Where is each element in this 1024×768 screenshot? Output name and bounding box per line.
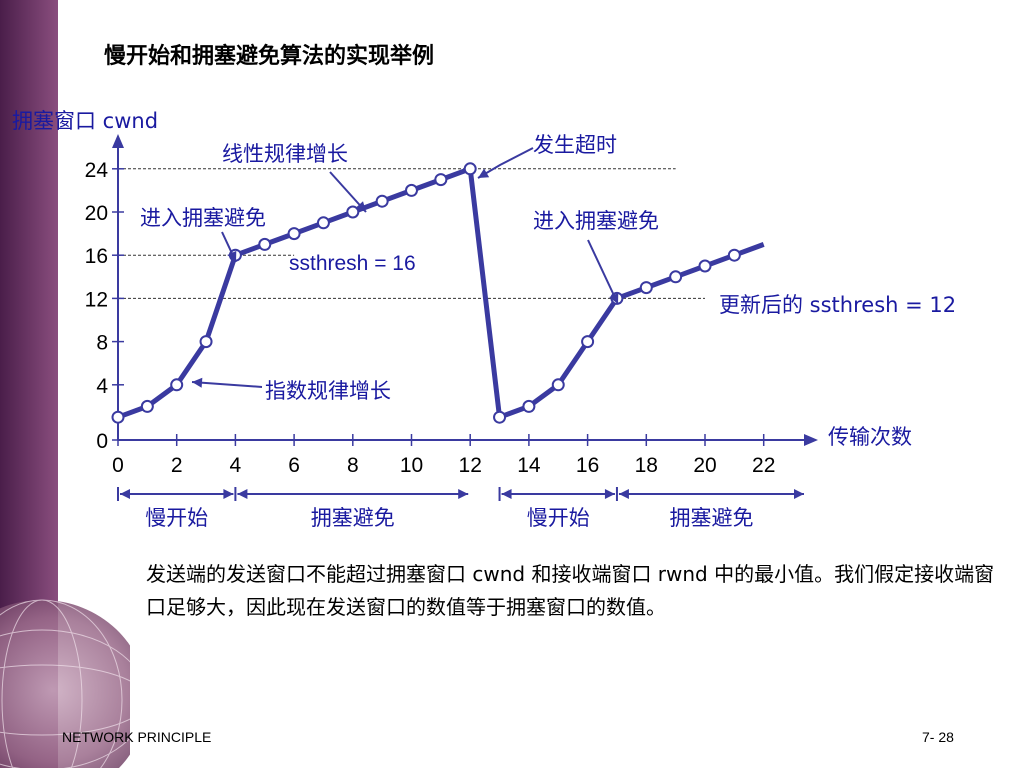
x-tick-label: 10 xyxy=(400,454,423,477)
annotation-pointer-head xyxy=(355,201,366,212)
data-point xyxy=(463,162,477,176)
decorative-sphere xyxy=(0,0,130,768)
x-tick-label: 22 xyxy=(752,454,775,477)
data-point xyxy=(493,410,507,424)
data-point xyxy=(405,183,418,197)
data-point xyxy=(316,216,330,230)
phase-label: 拥塞避免 xyxy=(311,506,395,530)
data-point xyxy=(551,378,565,392)
y-tick-label: 24 xyxy=(85,159,109,182)
annotation-ssthresh-16: ssthresh = 16 xyxy=(289,252,416,275)
data-point xyxy=(669,270,683,284)
phase-label: 慢开始 xyxy=(145,506,208,530)
annotation-enter-ca-1: 进入拥塞避免 xyxy=(140,206,266,230)
data-point xyxy=(170,378,184,392)
y-axis-label: 拥塞窗口 cwnd xyxy=(12,109,158,133)
annotation-pointer-head xyxy=(227,250,237,262)
data-point xyxy=(375,194,389,208)
data-point xyxy=(111,410,125,424)
data-point xyxy=(522,399,536,413)
phase-label: 慢开始 xyxy=(527,506,590,530)
annotation-ssthresh-12: 更新后的 ssthresh = 12 xyxy=(719,293,956,317)
x-tick-label: 6 xyxy=(288,454,300,477)
data-point xyxy=(434,173,448,187)
data-point xyxy=(639,281,653,295)
x-tick-label: 8 xyxy=(347,454,359,477)
x-tick-label: 4 xyxy=(230,454,242,477)
y-tick-label: 20 xyxy=(85,202,108,225)
annotation-pointer xyxy=(191,381,263,388)
y-axis-arrow xyxy=(112,134,124,148)
annotation-exp-growth: 指数规律增长 xyxy=(265,379,391,403)
data-point xyxy=(346,205,360,219)
x-axis-label: 传输次数 xyxy=(828,425,912,449)
phase-arrow-left xyxy=(237,489,248,499)
y-tick-label: 0 xyxy=(96,430,108,453)
data-point xyxy=(140,399,154,413)
y-tick-label: 16 xyxy=(85,245,108,268)
annotation-pointer-head xyxy=(609,292,619,304)
annotation-enter-ca-2: 进入拥塞避免 xyxy=(533,209,659,233)
y-tick-label: 8 xyxy=(96,332,108,355)
annotation-timeout: 发生超时 xyxy=(533,133,617,157)
phase-arrow-right xyxy=(794,489,804,499)
x-tick-label: 0 xyxy=(112,454,124,477)
slide-title: 慢开始和拥塞避免算法的实现举例 xyxy=(104,44,435,69)
annotation-linear-growth: 线性规律增长 xyxy=(222,142,348,166)
annotation-pointer xyxy=(587,239,619,305)
data-point xyxy=(698,259,712,273)
x-tick-label: 18 xyxy=(635,454,658,477)
data-point xyxy=(258,237,272,251)
x-tick-label: 16 xyxy=(576,454,599,477)
y-tick-label: 12 xyxy=(85,288,108,311)
x-tick-label: 14 xyxy=(517,454,541,477)
footer-course-name: NETWORK PRINCIPLE xyxy=(62,729,212,745)
y-tick-label: 4 xyxy=(96,375,108,398)
footer-page-number: 7- 28 xyxy=(922,729,954,745)
data-point xyxy=(727,248,741,262)
data-point xyxy=(581,335,595,349)
phase-arrow-left xyxy=(618,489,629,499)
data-point xyxy=(199,335,213,349)
x-tick-label: 2 xyxy=(171,454,183,477)
x-tick-label: 12 xyxy=(459,454,482,477)
phase-arrow-right xyxy=(458,489,469,499)
x-tick-label: 20 xyxy=(693,454,716,477)
data-point xyxy=(287,227,301,241)
phase-label: 拥塞避免 xyxy=(669,506,753,530)
phase-arrow-left xyxy=(501,489,512,499)
annotation-pointer-head xyxy=(192,377,203,388)
annotation-pointer-head xyxy=(478,168,490,178)
phase-arrow-right xyxy=(223,489,234,499)
phase-arrow-right xyxy=(604,489,615,499)
x-axis-arrow xyxy=(804,434,818,446)
phase-arrow-left xyxy=(120,489,130,499)
description-paragraph: 发送端的发送窗口不能超过拥塞窗口 cwnd 和接收端窗口 rwnd 中的最小值。… xyxy=(146,562,995,619)
